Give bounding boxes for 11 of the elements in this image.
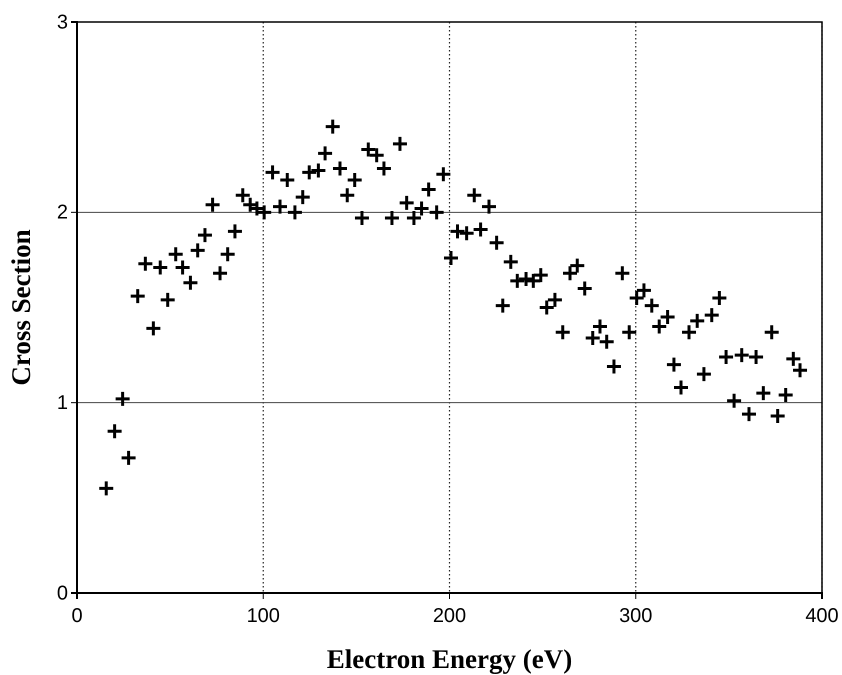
x-tick-label: 300 xyxy=(619,605,652,627)
y-tick-label: 1 xyxy=(56,392,68,414)
y-tick-label: 0 xyxy=(56,582,68,604)
x-tick-label: 100 xyxy=(246,605,280,627)
x-tick-label: 400 xyxy=(805,605,839,627)
y-tick-label: 2 xyxy=(56,202,68,224)
y-axis-title: Cross Section xyxy=(6,229,36,386)
x-axis-title: Electron Energy (eV) xyxy=(326,644,572,674)
y-tick-label: 3 xyxy=(56,11,68,34)
x-tick-label: 0 xyxy=(71,605,83,627)
x-tick-label: 200 xyxy=(432,605,466,627)
